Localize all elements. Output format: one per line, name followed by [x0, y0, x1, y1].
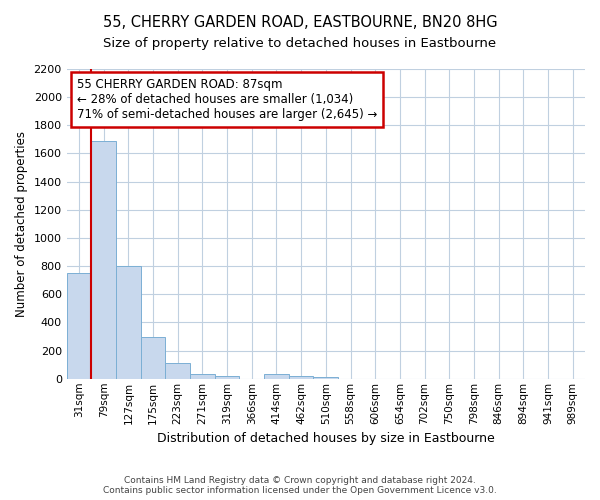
Text: 55, CHERRY GARDEN ROAD, EASTBOURNE, BN20 8HG: 55, CHERRY GARDEN ROAD, EASTBOURNE, BN20… [103, 15, 497, 30]
X-axis label: Distribution of detached houses by size in Eastbourne: Distribution of detached houses by size … [157, 432, 495, 445]
Bar [116, 266, 141, 379]
Bar [264, 374, 289, 379]
Bar [289, 376, 313, 379]
Bar [313, 378, 338, 379]
Bar [190, 374, 215, 379]
Text: Size of property relative to detached houses in Eastbourne: Size of property relative to detached ho… [103, 38, 497, 51]
Y-axis label: Number of detached properties: Number of detached properties [15, 131, 28, 317]
Text: Contains HM Land Registry data © Crown copyright and database right 2024.
Contai: Contains HM Land Registry data © Crown c… [103, 476, 497, 495]
Bar [166, 364, 190, 379]
Bar [67, 273, 91, 379]
Bar [141, 336, 166, 379]
Bar [91, 141, 116, 379]
Bar [215, 376, 239, 379]
Text: 55 CHERRY GARDEN ROAD: 87sqm
← 28% of detached houses are smaller (1,034)
71% of: 55 CHERRY GARDEN ROAD: 87sqm ← 28% of de… [77, 78, 377, 122]
